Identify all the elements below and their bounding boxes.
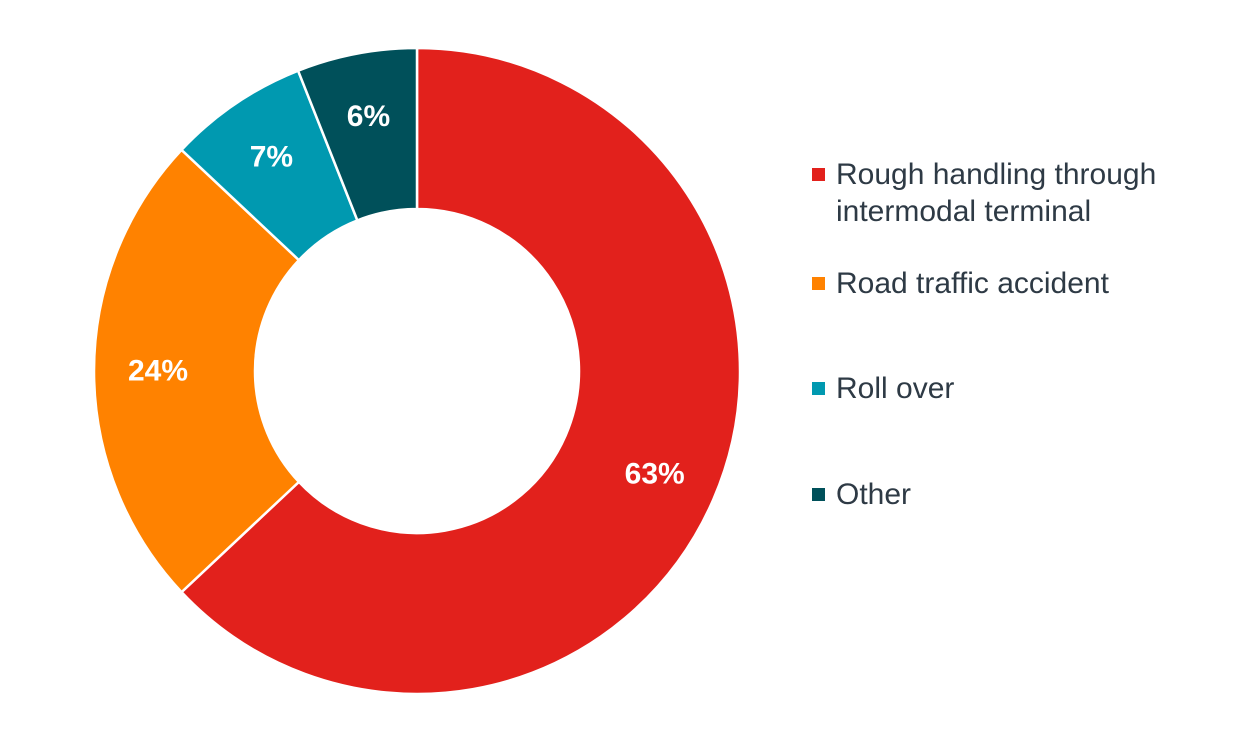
legend-label-road-traffic-accident: Road traffic accident	[836, 267, 1109, 300]
legend-swatch-road-traffic-accident	[812, 277, 825, 290]
legend-item-road-traffic-accident: Road traffic accident	[812, 265, 1216, 302]
slice-other	[296, 46, 419, 222]
data-label-roll-over: 7%	[250, 140, 293, 173]
slice-road-traffic-accident	[92, 148, 301, 594]
legend-swatch-roll-over	[812, 382, 825, 395]
donut-slices	[92, 46, 742, 696]
legend-label-rough-handling: Rough handling through intermodal termin…	[836, 156, 1216, 230]
data-label-other: 6%	[347, 100, 390, 133]
legend-label-line-2: intermodal terminal	[836, 195, 1092, 228]
data-label-road-traffic-accident: 24%	[128, 355, 188, 388]
legend-label-line-1: Rough handling through	[836, 158, 1157, 191]
legend-swatch-other	[812, 488, 825, 501]
legend-item-rough-handling: Rough handling through intermodal termin…	[812, 156, 1216, 230]
legend-label-roll-over: Roll over	[836, 372, 955, 405]
legend-label-other: Other	[836, 478, 912, 511]
legend-swatch-rough-handling	[812, 168, 825, 181]
data-label-rough-handling: 63%	[625, 457, 685, 490]
slice-rough-handling	[179, 46, 742, 696]
donut-data-labels: 63% 24% 7% 6%	[128, 100, 685, 490]
legend-item-roll-over: Roll over	[812, 370, 1216, 407]
legend-item-other: Other	[812, 476, 1216, 513]
